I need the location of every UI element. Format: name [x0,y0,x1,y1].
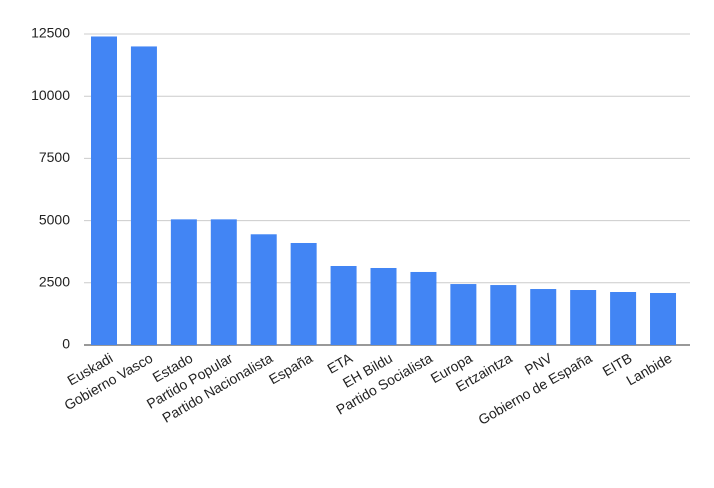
bar [330,266,357,345]
bar [370,267,397,345]
bar [210,219,237,345]
y-tick-label: 10000 [31,87,70,103]
y-tick-label: 12500 [31,25,70,41]
bar [450,284,477,345]
bar [570,290,597,345]
x-tick-label: Lanbide [623,350,674,389]
bar [530,289,557,345]
bar [650,293,677,345]
bar [130,46,157,345]
bar [170,219,197,345]
y-tick-label: 0 [62,336,70,352]
bar [91,36,117,345]
bar [250,234,277,345]
bar [610,292,637,345]
y-tick-label: 2500 [39,274,70,290]
bar [410,271,437,345]
x-tick-label: España [266,350,315,388]
y-tick-label: 5000 [39,211,70,227]
y-tick-label: 7500 [39,149,70,165]
bar [290,242,317,345]
bar [490,285,517,345]
